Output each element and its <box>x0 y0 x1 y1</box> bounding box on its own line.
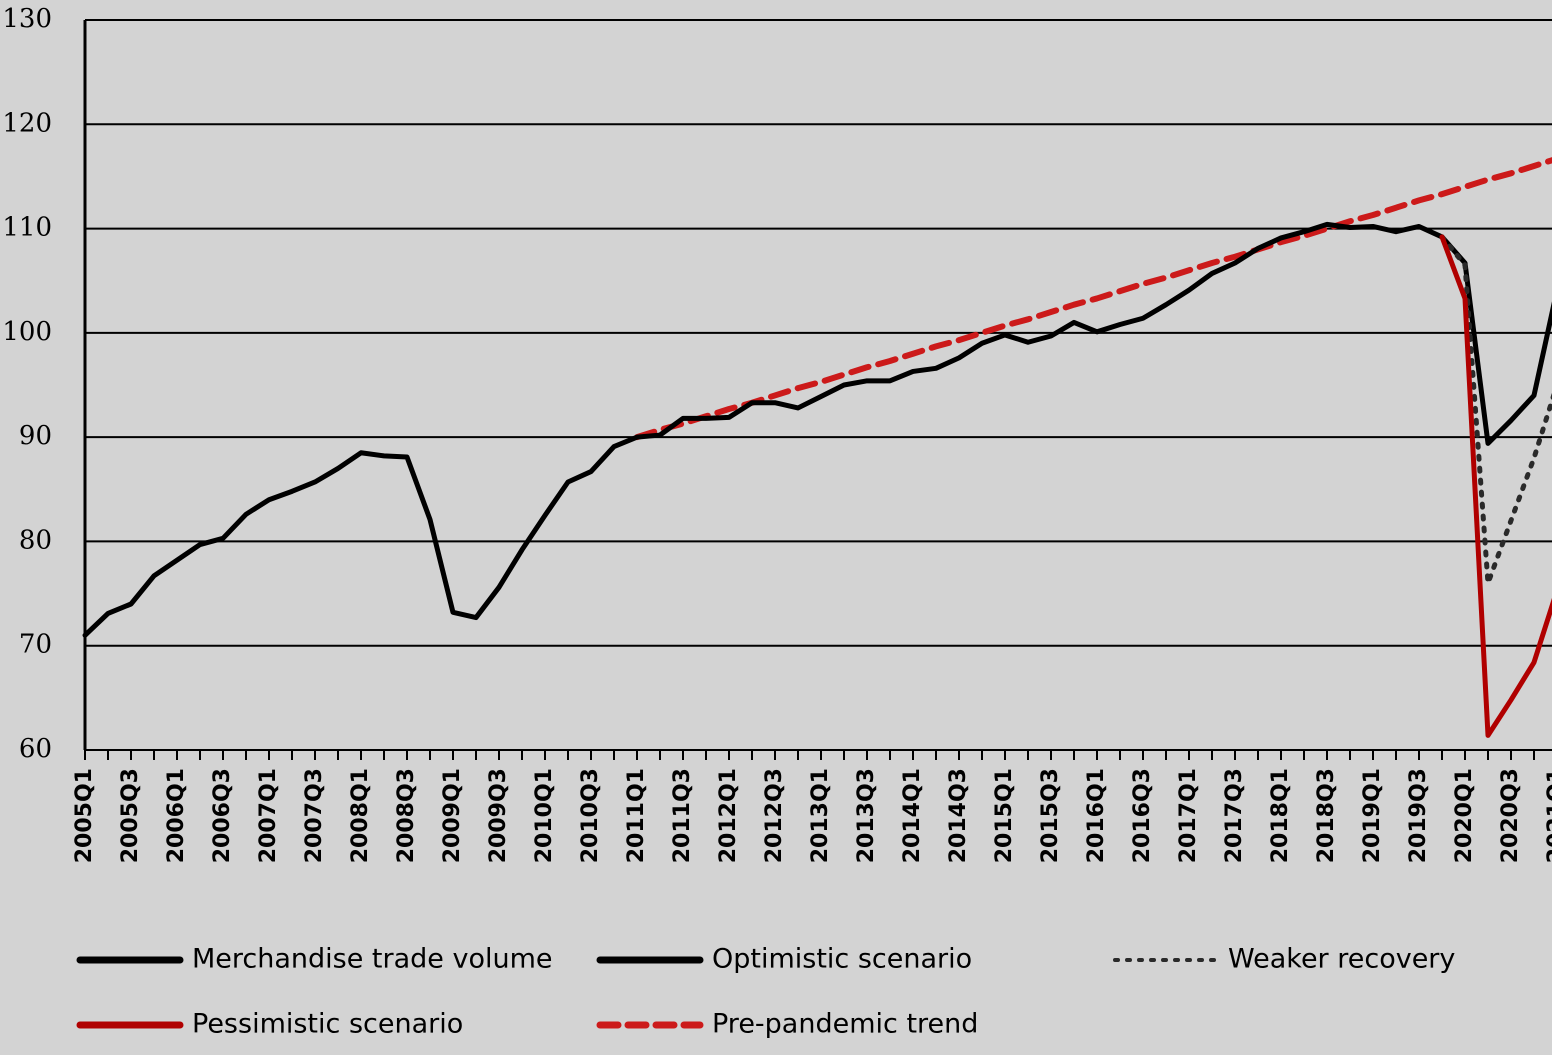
x-tick-label: 2013Q3 <box>854 768 879 863</box>
x-tick-label: 2018Q1 <box>1268 768 1293 863</box>
x-tick-label: 2005Q3 <box>118 768 143 863</box>
series-line <box>1439 234 1552 738</box>
x-tick-label: 2010Q3 <box>578 768 603 863</box>
x-tick-label: 2006Q1 <box>164 768 189 863</box>
x-tick-label: 2005Q1 <box>72 768 97 863</box>
x-tick-label: 2012Q1 <box>716 768 741 863</box>
x-tick-label: 2017Q3 <box>1222 768 1247 863</box>
x-tick-label: 2009Q1 <box>440 768 465 863</box>
y-tick-label: 70 <box>19 630 52 660</box>
x-tick-label: 2007Q1 <box>256 768 281 863</box>
series-line <box>1439 234 1552 586</box>
x-tick-label: 2017Q1 <box>1176 768 1201 863</box>
legend-label: Weaker recovery <box>1228 944 1455 975</box>
y-tick-label: 90 <box>19 421 52 451</box>
x-tick-label: 2006Q3 <box>210 768 235 863</box>
x-tick-label: 2008Q3 <box>394 768 419 863</box>
series-line <box>82 221 1445 638</box>
x-tick-label: 2014Q1 <box>900 768 925 863</box>
x-tick-label: 2007Q3 <box>302 768 327 863</box>
x-tick-label: 2020Q1 <box>1452 768 1477 863</box>
x-tick-label: 2018Q3 <box>1314 768 1339 863</box>
x-tick-label: 2015Q1 <box>992 768 1017 863</box>
y-tick-label: 60 <box>19 734 52 764</box>
y-tick-label: 110 <box>2 213 52 243</box>
x-tick-label: 2013Q1 <box>808 768 833 863</box>
series-line <box>634 157 1552 441</box>
series-line <box>1439 234 1552 446</box>
legend-label: Pre-pandemic trend <box>712 1009 978 1040</box>
legend-label: Pessimistic scenario <box>192 1009 463 1040</box>
y-tick-label: 100 <box>2 317 52 347</box>
x-tick-label: 2011Q1 <box>624 768 649 863</box>
x-tick-label: 2021Q1 <box>1544 768 1552 863</box>
y-tick-label: 130 <box>2 4 52 34</box>
x-tick-label: 2019Q1 <box>1360 768 1385 863</box>
x-tick-label: 2016Q3 <box>1130 768 1155 863</box>
x-tick-label: 2016Q1 <box>1084 768 1109 863</box>
legend-label: Optimistic scenario <box>712 944 972 975</box>
x-tick-label: 2011Q3 <box>670 768 695 863</box>
x-tick-label: 2010Q1 <box>532 768 557 863</box>
x-tick-label: 2014Q3 <box>946 768 971 863</box>
x-tick-label: 2019Q3 <box>1406 768 1431 863</box>
x-tick-label: 2012Q3 <box>762 768 787 863</box>
y-tick-label: 120 <box>2 108 52 138</box>
legend-label: Merchandise trade volume <box>192 944 553 975</box>
x-tick-label: 2020Q3 <box>1498 768 1523 863</box>
x-tick-label: 2008Q1 <box>348 768 373 863</box>
x-tick-label: 2009Q3 <box>486 768 511 863</box>
y-tick-label: 80 <box>19 525 52 555</box>
x-tick-label: 2015Q3 <box>1038 768 1063 863</box>
